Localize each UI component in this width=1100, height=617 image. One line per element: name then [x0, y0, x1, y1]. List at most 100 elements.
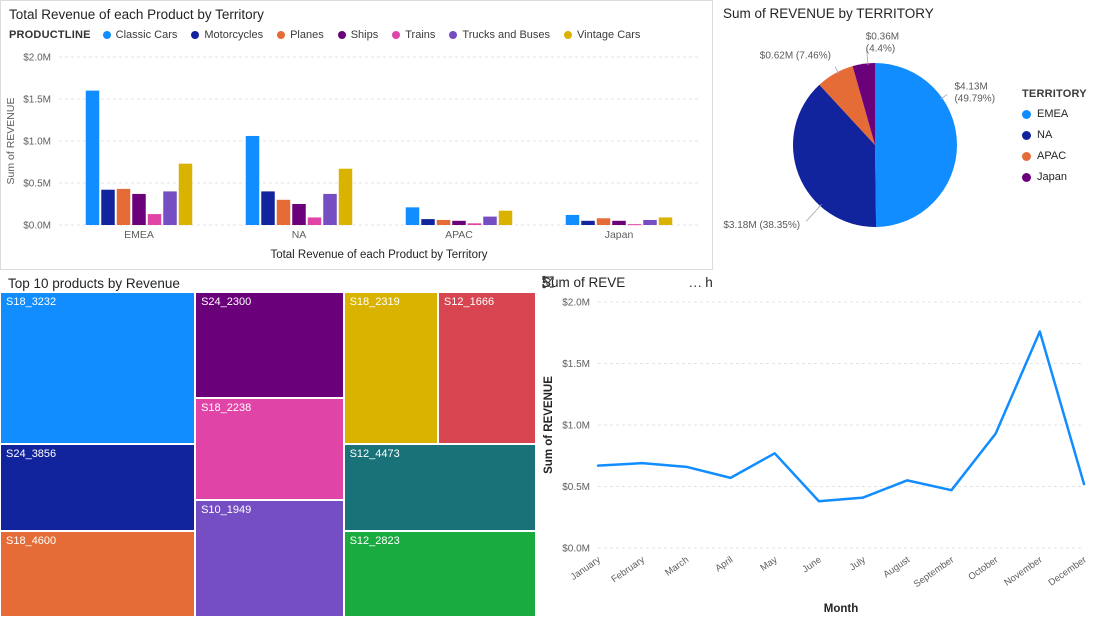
pie-chart-panel: Sum of REVENUE by TERRITORY $4.13M (49.79…: [715, 0, 1100, 275]
bar-apac-vintage-cars[interactable]: [498, 210, 513, 225]
treemap-tile-s18-2319[interactable]: S18_2319: [343, 292, 438, 445]
treemap-tile-s24-3856[interactable]: S24_3856: [0, 444, 196, 531]
line-chart-title-suffix: h: [705, 274, 713, 290]
bar-emea-trucks-and-buses[interactable]: [163, 191, 177, 225]
bar-apac-classic-cars[interactable]: [405, 207, 420, 225]
pie-data-label-emea: $4.13M (49.79%): [954, 81, 995, 104]
pie-legend-item-emea[interactable]: EMEA: [1022, 108, 1085, 120]
bar-chart-legend-title: PRODUCTLINE: [9, 29, 91, 41]
legend-item-planes[interactable]: Planes: [277, 29, 324, 41]
pie-slice-japan[interactable]: [852, 63, 875, 145]
bar-emea-trains[interactable]: [147, 214, 162, 225]
bar-apac-trucks-and-buses[interactable]: [483, 216, 497, 225]
bar-na-vintage-cars[interactable]: [338, 168, 353, 225]
ellipsis-icon[interactable]: …: [686, 273, 704, 291]
filter-icon[interactable]: [542, 273, 644, 291]
x-axis-category-label: APAC: [445, 229, 473, 241]
treemap-tile-label: S10_1949: [201, 504, 252, 516]
treemap-tile-s10-1949[interactable]: S10_1949: [195, 500, 344, 617]
bar-na-trains[interactable]: [307, 217, 322, 225]
bar-emea-vintage-cars[interactable]: [178, 163, 193, 225]
bar-emea-classic-cars[interactable]: [85, 90, 100, 225]
bar-apac-trains[interactable]: [467, 223, 482, 225]
bar-na-planes[interactable]: [276, 199, 291, 225]
x-axis-month-label: December: [1047, 554, 1089, 588]
bar-japan-classic-cars[interactable]: [565, 214, 580, 225]
bar-apac-planes[interactable]: [436, 219, 451, 225]
bar-chart-y-axis-title: Sum of REVENUE: [5, 98, 17, 185]
bar-na-trucks-and-buses[interactable]: [323, 193, 337, 225]
legend-item-trains[interactable]: Trains: [392, 29, 435, 41]
legend-label: Trucks and Buses: [462, 28, 551, 41]
x-axis-category-label: Japan: [605, 229, 634, 241]
legend-swatch-icon: [1022, 151, 1031, 161]
bar-japan-ships[interactable]: [612, 220, 626, 225]
bar-emea-ships[interactable]: [132, 193, 146, 225]
treemap-tile-s12-2823[interactable]: S12_2823: [343, 530, 536, 617]
pie-label-leader-line: [866, 48, 869, 66]
treemap-tile-s12-4473[interactable]: S12_4473: [343, 444, 536, 531]
x-axis-month-label: April: [713, 554, 735, 574]
bar-na-classic-cars[interactable]: [245, 135, 260, 225]
bar-emea-planes[interactable]: [116, 188, 131, 225]
bar-chart-legend: PRODUCTLINE Classic Cars Motorcycles Plane…: [1, 24, 712, 44]
x-axis-month-label: February: [609, 554, 647, 585]
pie-label-leader-line: [940, 94, 948, 100]
bar-apac-ships[interactable]: [452, 220, 466, 225]
bar-japan-trains[interactable]: [627, 224, 642, 226]
pie-slice-na[interactable]: [793, 84, 877, 227]
x-axis-category-label: EMEA: [124, 229, 154, 241]
legend-swatch-icon: [191, 30, 200, 39]
line-chart-panel: Sum of REVE … h $0.0M $0.5M $1.0M $1.5M $2.0…: [536, 270, 1100, 617]
x-axis-month-label: June: [800, 554, 823, 575]
bar-japan-trucks-and-buses[interactable]: [643, 219, 657, 225]
pie-data-label-na: $3.18M (38.35%): [723, 220, 800, 231]
line-chart: $0.0M $0.5M $1.0M $1.5M $2.0M January February…: [543, 298, 1089, 616]
pie-slice-emea[interactable]: [875, 63, 957, 227]
legend-label: Japan: [1037, 171, 1067, 183]
bar-na-motorcycles[interactable]: [261, 191, 275, 225]
legend-item-trucks-and-buses[interactable]: Trucks and Buses: [449, 29, 550, 41]
legend-swatch-icon: [1022, 130, 1031, 140]
treemap-tile-s24-2300[interactable]: S24_2300: [195, 292, 344, 399]
bar-emea-motorcycles[interactable]: [101, 189, 115, 225]
x-axis-month-label: March: [663, 554, 691, 578]
pie-label-leader-line: [834, 66, 840, 74]
revenue-by-month-line[interactable]: [596, 330, 1086, 503]
legend-label: NA: [1037, 129, 1053, 141]
bar-japan-vintage-cars[interactable]: [658, 217, 673, 225]
focus-mode-icon[interactable]: [542, 273, 684, 291]
treemap-tile-s18-2238[interactable]: S18_2238: [195, 398, 344, 500]
treemap-tile-label: S18_4600: [6, 534, 57, 547]
bar-apac-motorcycles[interactable]: [421, 219, 435, 225]
legend-item-ships[interactable]: Ships: [337, 29, 378, 41]
pie-legend-item-apac[interactable]: APAC: [1022, 150, 1085, 162]
treemap-tile-s18-3232[interactable]: S18_3232: [0, 292, 196, 445]
pie-chart: $4.13M (49.79%) $3.18M (38.35%) $0.62M (7.4…: [723, 31, 995, 231]
x-axis-category-label: NA: [292, 229, 307, 241]
legend-label: Motorcycles: [204, 28, 264, 41]
y-axis-tick-label: $0.0M: [23, 221, 51, 232]
treemap-tile-label: S18_2238: [201, 402, 252, 415]
pie-legend-item-japan[interactable]: Japan: [1022, 171, 1085, 183]
x-axis-month-label: November: [1002, 554, 1044, 588]
pie-chart-legend-title: TERRITORY: [1022, 88, 1087, 100]
treemap-tile-s12-1666[interactable]: S12_1666: [437, 292, 536, 445]
pie-chart-title: Sum of REVENUE by TERRITORY: [723, 6, 934, 21]
pie-slice-apac[interactable]: [819, 66, 875, 145]
treemap-tile-label: S18_2319: [349, 296, 400, 308]
treemap-tile-s18-4600[interactable]: S18_4600: [0, 530, 196, 617]
treemap-tile-label: S12_1666: [443, 296, 495, 308]
more-options-icon[interactable]: [542, 273, 664, 291]
legend-item-motorcycles[interactable]: Motorcycles: [191, 29, 263, 41]
legend-item-vintage-cars[interactable]: Vintage Cars: [564, 29, 640, 41]
legend-item-classic-cars[interactable]: Classic Cars: [102, 29, 177, 41]
bar-na-ships[interactable]: [292, 204, 306, 225]
legend-swatch-icon: [1022, 109, 1031, 119]
pie-legend-item-na[interactable]: NA: [1022, 129, 1085, 141]
bar-japan-motorcycles[interactable]: [581, 220, 595, 225]
y-axis-tick-label: $2.0M: [23, 53, 51, 64]
x-axis-month-label: August: [881, 554, 912, 580]
bar-japan-planes[interactable]: [596, 218, 611, 225]
